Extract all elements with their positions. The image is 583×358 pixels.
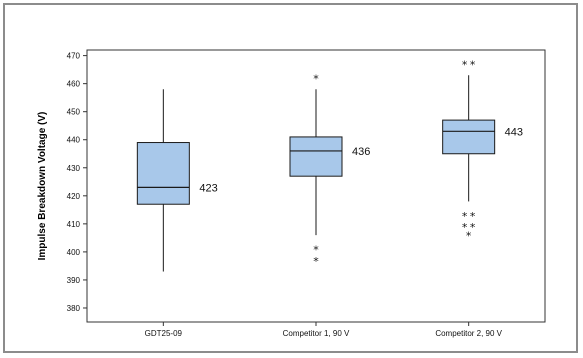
- x-category-label: Competitor 2, 90 V: [435, 329, 502, 338]
- median-label: 423: [199, 182, 217, 194]
- outlier-mark: *: [313, 255, 319, 268]
- outlier-mark: *: [470, 59, 476, 72]
- y-axis-label: Impulse Breakdown Voltage (V): [37, 112, 48, 261]
- y-tick-label: 450: [67, 108, 81, 117]
- outlier-mark: *: [466, 230, 472, 243]
- box-iqr: [289, 136, 343, 177]
- box-iqr: [442, 119, 496, 155]
- outlier-mark: *: [462, 59, 468, 72]
- y-tick-label: 410: [67, 220, 81, 229]
- outlier-mark: *: [313, 73, 319, 86]
- y-tick-label: 430: [67, 164, 81, 173]
- outlier-mark: *: [462, 210, 468, 223]
- y-tick-label: 440: [67, 136, 81, 145]
- box-iqr: [136, 142, 190, 205]
- y-tick-label: 420: [67, 192, 81, 201]
- y-tick-label: 400: [67, 248, 81, 257]
- outlier-mark: *: [313, 244, 319, 257]
- outlier-mark: *: [470, 210, 476, 223]
- x-category-label: GDT25-09: [145, 329, 183, 338]
- x-axis: GDT25-09 Competitor 1, 90 V Competitor 2, …: [145, 322, 503, 338]
- y-axis: 380 390 400 410 420 430 440 450 460 470: [67, 52, 87, 313]
- outlier-mark: *: [462, 221, 468, 234]
- median-label: 443: [505, 126, 523, 138]
- y-tick-label: 460: [67, 80, 81, 89]
- x-category-label: Competitor 1, 90 V: [283, 329, 350, 338]
- median-label: 436: [352, 146, 370, 158]
- y-tick-label: 380: [67, 304, 81, 313]
- y-tick-label: 470: [67, 52, 81, 61]
- outlier-mark: *: [470, 221, 476, 234]
- y-tick-label: 390: [67, 276, 81, 285]
